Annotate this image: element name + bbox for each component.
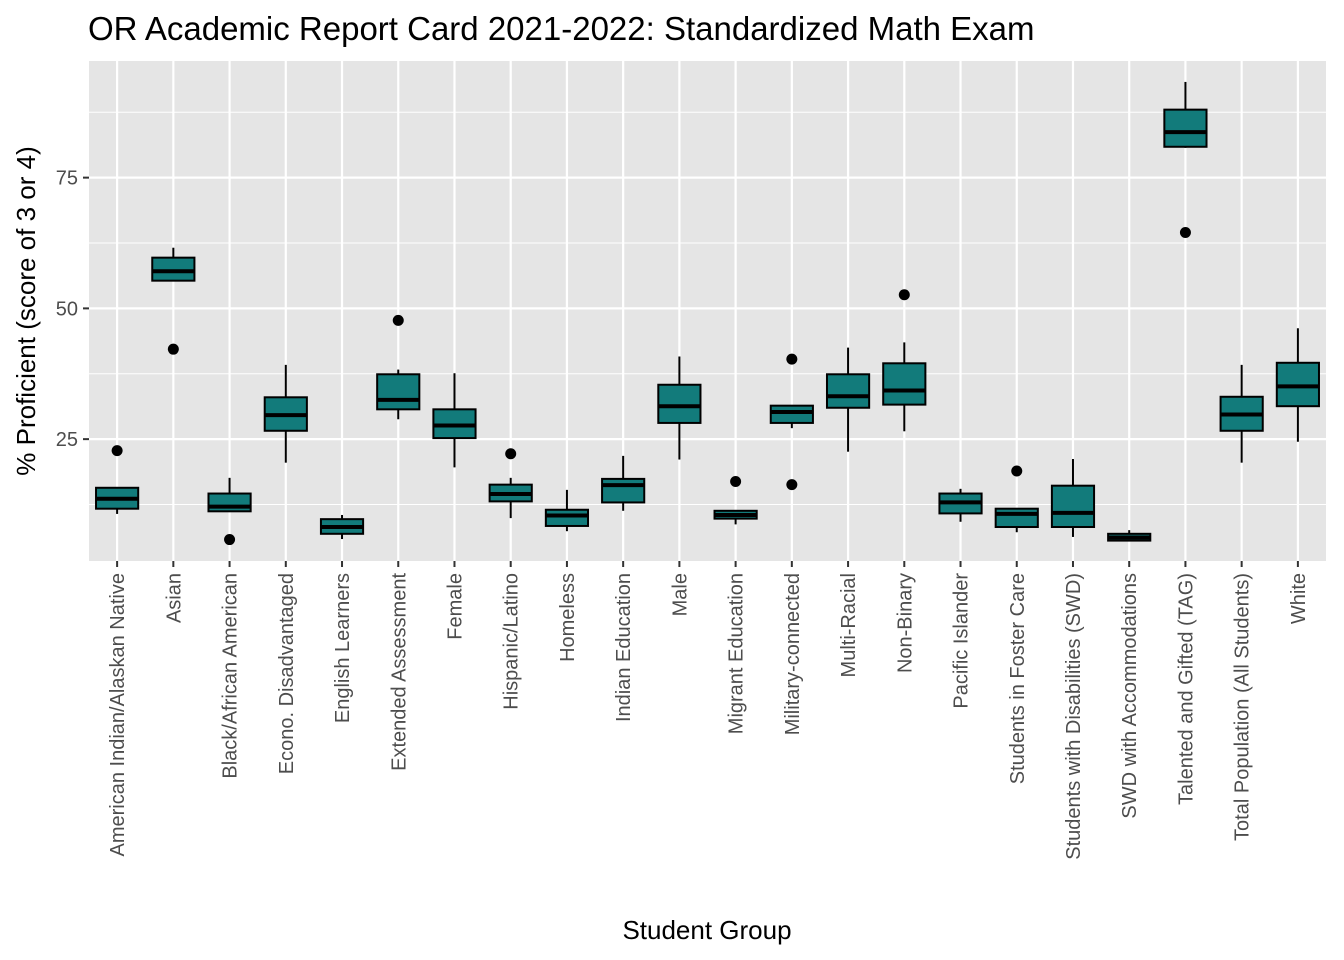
box-group <box>488 448 533 519</box>
x-axis: American Indian/Alaskan Native Asian Black… <box>107 561 1310 860</box>
box-group <box>657 356 702 460</box>
x-tick-label: Total Population (All Students) <box>1232 573 1254 841</box>
outlier-point <box>786 353 798 365</box>
box <box>994 507 1039 529</box>
x-tick-label: Extended Assessment <box>388 573 410 771</box>
x-tick-label: Indian Education <box>613 573 635 722</box>
y-axis-title: % Proficient (score of 3 or 4) <box>11 146 41 475</box>
box <box>657 383 702 424</box>
x-tick-label: Black/African American <box>220 573 242 779</box>
outlier-point <box>111 445 123 457</box>
outlier-point <box>505 448 517 460</box>
outlier-point <box>730 476 742 488</box>
box-group <box>1107 530 1152 542</box>
box-group <box>938 488 983 522</box>
plot-panel <box>89 61 1326 561</box>
box-group <box>994 465 1039 533</box>
x-axis-title: Student Group <box>622 915 791 945</box>
outlier-point <box>224 534 236 546</box>
gridlines <box>89 61 1326 561</box>
box-group <box>713 476 758 525</box>
box-group <box>207 477 252 546</box>
x-tick-label: Homeless <box>557 573 579 662</box>
box-group <box>601 455 646 511</box>
box <box>1050 484 1096 529</box>
box-group <box>882 289 927 432</box>
box-group <box>151 247 196 355</box>
box-group <box>95 445 140 514</box>
box <box>882 362 927 406</box>
box-group <box>825 347 871 452</box>
box <box>151 256 196 282</box>
outlier-point <box>392 314 404 326</box>
x-tick-label: SWD with Accommodations <box>1119 573 1141 819</box>
box <box>769 404 814 424</box>
box-group <box>1050 459 1096 537</box>
outlier-point <box>786 479 798 491</box>
x-tick-label: Econo. Disadvantaged <box>276 573 298 774</box>
x-tick-label: Talented and Gifted (TAG) <box>1175 573 1197 805</box>
x-tick-label: Students with Disabilities (SWD) <box>1063 573 1085 860</box>
x-tick-label: Female <box>444 573 466 640</box>
x-tick-label: Migrant Education <box>726 573 748 734</box>
box <box>376 373 421 411</box>
x-tick-label: Military-connected <box>782 573 804 735</box>
x-tick-label: Asian <box>163 573 185 623</box>
box-group <box>432 373 477 468</box>
boxplot-series <box>95 81 1320 546</box>
x-tick-label: American Indian/Alaskan Native <box>107 573 129 856</box>
box-group <box>1275 328 1320 442</box>
x-tick-label: Hispanic/Latino <box>501 573 523 710</box>
y-tick-label: 25 <box>56 429 78 451</box>
box-group <box>263 364 308 463</box>
x-tick-label: English Learners <box>332 573 354 723</box>
box <box>544 508 590 527</box>
box-group <box>544 489 590 532</box>
x-tick-label: Male <box>669 573 691 616</box>
x-tick-label: White <box>1288 573 1310 624</box>
y-axis: 25 50 75 <box>56 168 89 451</box>
outlier-point <box>1179 227 1191 239</box>
outlier-point <box>1011 465 1023 477</box>
box-group <box>1163 81 1208 239</box>
x-tick-label: Multi-Racial <box>838 573 860 677</box>
x-tick-label: Pacific Islander <box>951 573 973 709</box>
box <box>1163 108 1208 148</box>
y-tick-label: 75 <box>56 168 78 190</box>
box-group <box>1219 364 1264 463</box>
outlier-point <box>898 289 910 301</box>
box <box>825 373 871 409</box>
y-tick-label: 50 <box>56 298 78 320</box>
box <box>601 477 646 504</box>
x-tick-label: Non-Binary <box>894 573 916 673</box>
box-group <box>769 353 814 491</box>
box-group <box>319 514 365 540</box>
chart-title: OR Academic Report Card 2021-2022: Stand… <box>88 10 1035 47</box>
box-group <box>376 314 421 420</box>
box <box>207 492 252 513</box>
outlier-point <box>167 343 179 355</box>
x-tick-label: Students in Foster Care <box>1007 573 1029 784</box>
